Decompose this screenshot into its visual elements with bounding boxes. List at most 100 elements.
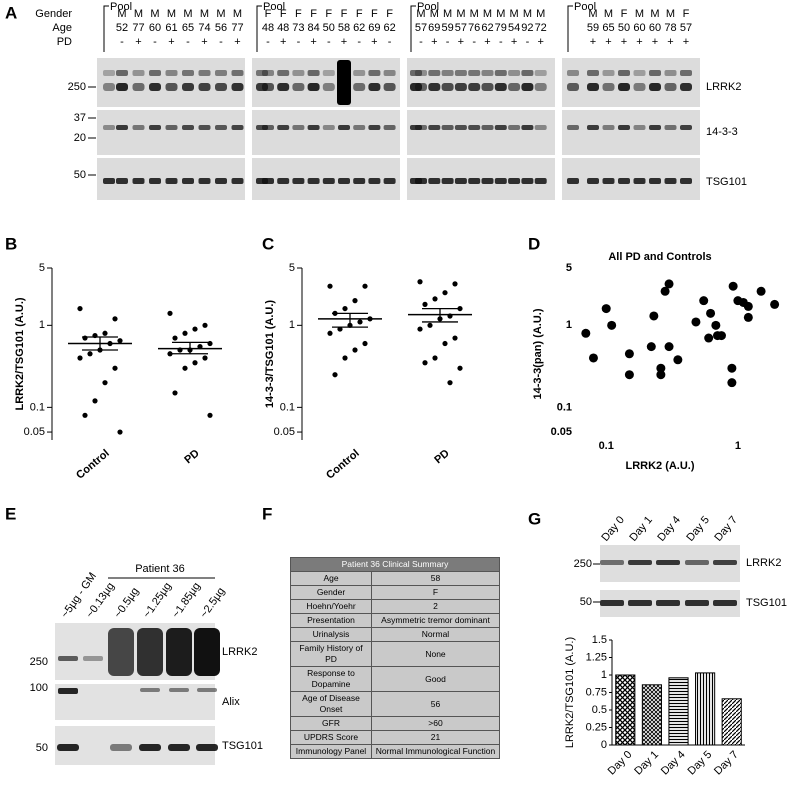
dot [607, 320, 617, 330]
lane-age: 76 [468, 22, 480, 34]
band [508, 178, 521, 184]
lane-gender: M [167, 8, 176, 20]
dot [588, 353, 598, 363]
band [103, 83, 115, 91]
dot [711, 320, 721, 330]
panel-label: B [5, 234, 17, 253]
table-value: Asymmetric tremor dominant [371, 613, 500, 628]
table-field: UPDRS Score [290, 730, 372, 745]
dot [102, 380, 108, 386]
x-tick-label: 1 [735, 440, 741, 452]
lane-gender: M [523, 8, 532, 20]
dot [664, 279, 674, 289]
pool-label: Pool [574, 1, 596, 13]
band [454, 70, 467, 76]
band [468, 83, 481, 91]
lane-gender: F [280, 8, 287, 20]
band [587, 70, 599, 76]
lane-pd: + [280, 36, 286, 48]
band [182, 70, 194, 76]
band [602, 125, 615, 130]
table-row: Gender F [290, 585, 500, 600]
error-bar [172, 341, 208, 355]
lane-age: 60 [149, 22, 161, 34]
dot [442, 290, 448, 296]
marker-label: 100 [30, 682, 48, 694]
dot [457, 305, 463, 312]
dot [427, 322, 433, 328]
band [713, 560, 737, 565]
band-label: LRRK2 [222, 646, 257, 658]
band [649, 178, 661, 184]
lane-age: 61 [165, 22, 177, 34]
lane-label: Day 5 [684, 514, 712, 544]
band [132, 70, 145, 76]
dot [182, 365, 188, 371]
x-tick-label: PD [432, 447, 451, 466]
band [587, 178, 599, 184]
lane-pd: - [446, 36, 450, 48]
lane-gender: M [183, 8, 192, 20]
lane-gender: M [666, 8, 675, 20]
band [383, 125, 396, 130]
band [132, 83, 145, 91]
dot [581, 328, 591, 338]
band [103, 125, 115, 130]
lane-pd: + [667, 36, 673, 48]
dot [202, 355, 208, 361]
band [521, 70, 534, 76]
lane-gender: M [430, 8, 439, 20]
lane-pd: - [472, 36, 476, 48]
band [680, 83, 692, 91]
dot [112, 365, 118, 371]
table-field: Urinalysis [290, 627, 372, 642]
x-tick-label: Day 4 [659, 749, 688, 778]
band [149, 178, 161, 184]
dot [447, 380, 453, 386]
dot [92, 398, 98, 404]
dot [442, 340, 448, 347]
panel-label: G [528, 509, 541, 528]
panel-label: F [262, 504, 272, 523]
lane-label: Day 0 [599, 514, 627, 544]
lane-pd: + [537, 36, 543, 48]
lane-pd: + [636, 36, 642, 48]
x-tick-label: Day 5 [685, 749, 714, 778]
bar [615, 674, 636, 746]
band [83, 656, 103, 661]
lane-pd: + [605, 36, 611, 48]
dot [357, 319, 363, 325]
band [567, 178, 579, 184]
pool-bracket [103, 5, 109, 52]
band-label: Alix [222, 696, 240, 708]
lane-pd: + [652, 36, 658, 48]
dot [352, 347, 358, 353]
dot [699, 296, 709, 306]
table-field: Gender [290, 585, 372, 600]
band [428, 70, 441, 76]
band [680, 178, 692, 184]
lane-age: 59 [441, 22, 453, 34]
y-tick-label: 1.5 [592, 634, 607, 646]
band [137, 628, 163, 676]
x-tick-label: Control [324, 447, 362, 481]
lane-gender: M [134, 8, 143, 20]
table-field: Response to Dopamine [290, 666, 372, 692]
y-tick-label: 0.75 [586, 686, 607, 698]
band [194, 628, 220, 676]
band [685, 560, 709, 565]
pool-label: Pool [417, 1, 439, 13]
table-field: Hoehn/Yoehr [290, 599, 372, 614]
error-bar [332, 312, 368, 328]
y-tick-label: 1 [289, 319, 295, 331]
table-value: 56 [371, 691, 500, 717]
lane-age: 62 [481, 22, 493, 34]
bar [721, 698, 742, 746]
band [368, 125, 381, 130]
lane-gender: F [310, 8, 317, 20]
y-tick-label: 1 [601, 669, 607, 681]
band [110, 744, 132, 751]
dot [342, 355, 348, 361]
marker-label: 250 [30, 656, 48, 668]
band [600, 600, 624, 606]
